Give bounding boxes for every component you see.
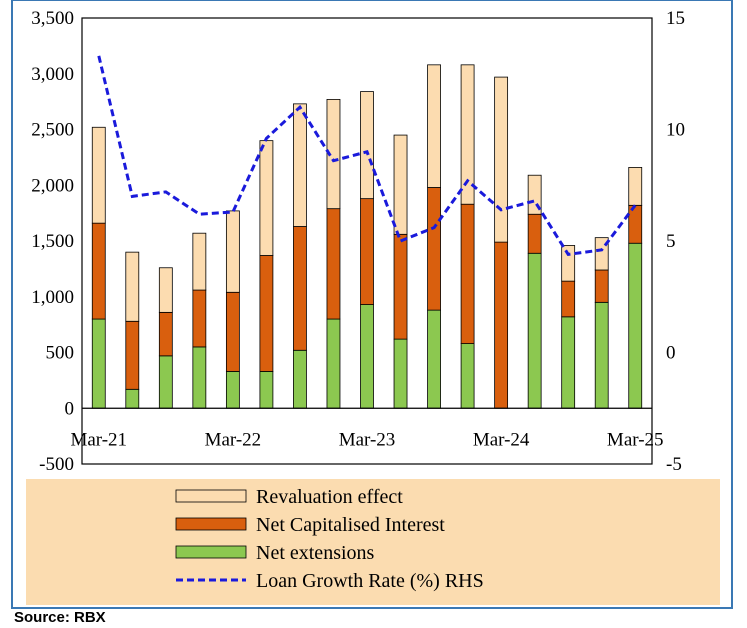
bar-segment	[494, 76, 509, 243]
bar-segment	[628, 204, 643, 244]
bar-segment	[293, 226, 307, 351]
bar-segment	[125, 388, 140, 409]
x-tick-label: Mar-22	[205, 429, 262, 450]
bar-segment	[225, 291, 240, 372]
bar-segment	[326, 208, 341, 320]
bar-segment	[460, 203, 475, 344]
bar-segment	[192, 346, 207, 409]
bar-segment	[360, 198, 374, 305]
y-tick-label: 0	[65, 398, 75, 419]
plot-border	[81, 17, 653, 465]
bar-segment	[527, 252, 542, 409]
bar-segment	[192, 232, 207, 291]
axes: -500 0 500 1,000 1,500 2,000 2,500 3,000 3,500 -5…	[31, 8, 685, 475]
bar-segment	[91, 222, 106, 320]
bar-segment	[561, 245, 576, 282]
bar-segment	[393, 338, 408, 409]
y-tick-label: -500	[39, 454, 74, 475]
bar-segment	[360, 91, 374, 200]
bar-segment	[293, 103, 307, 227]
bar-segment	[259, 371, 274, 409]
bar-segment	[158, 267, 173, 313]
line-series	[97, 55, 637, 257]
bar-segment	[91, 318, 106, 409]
y2-tick-label: 10	[666, 120, 685, 141]
legend-swatch	[175, 517, 247, 531]
legend-label: Net Capitalised Interest	[256, 514, 445, 536]
bar-segment	[326, 98, 341, 210]
legend-swatch	[175, 489, 247, 503]
bar-segment	[326, 318, 341, 409]
y2-tick-label: -5	[666, 454, 682, 475]
bar-segment	[460, 343, 475, 409]
bar-segment	[259, 140, 274, 256]
bar-segment	[125, 320, 140, 390]
bar-segment	[594, 301, 609, 409]
x-tick-label: Mar-25	[607, 429, 664, 450]
bar-segment	[561, 280, 576, 318]
bars	[91, 64, 643, 409]
source-note: Source: RBX	[14, 609, 106, 626]
bar-segment	[225, 210, 240, 293]
bar-segment	[259, 255, 274, 372]
bar-segment	[594, 237, 609, 271]
y-tick-label: 3,500	[31, 8, 74, 29]
bar-segment	[158, 311, 173, 357]
bar-segment	[125, 251, 140, 322]
chart-frame	[11, 0, 733, 609]
loan-growth-line	[97, 55, 637, 257]
y-tick-label: 3,000	[31, 64, 74, 85]
bar-segment	[460, 64, 475, 205]
plot-area	[81, 17, 653, 465]
bar-segment	[628, 242, 643, 409]
y-tick-label: 500	[46, 343, 75, 364]
bar-segment	[91, 126, 106, 224]
bar-segment	[594, 269, 609, 303]
bar-segment	[158, 355, 173, 409]
bar-segment	[427, 187, 441, 311]
bar-segment	[393, 233, 408, 340]
bar-segment	[427, 309, 441, 409]
bar-segment	[628, 167, 643, 206]
legend-label: Net extensions	[256, 542, 375, 564]
y-tick-label: 1,500	[31, 231, 74, 252]
bar-segment	[192, 289, 207, 348]
legend-label: Revaluation effect	[256, 486, 403, 508]
legend-label: Loan Growth Rate (%) RHS	[256, 570, 484, 592]
bar-segment	[527, 213, 542, 254]
legend: Revaluation effect Net Capitalised Intere…	[175, 486, 484, 592]
bar-segment	[225, 371, 240, 409]
bar-segment	[393, 134, 408, 235]
x-tick-label: Mar-24	[473, 429, 530, 450]
legend-swatch	[175, 545, 247, 559]
y2-tick-label: 15	[666, 8, 685, 29]
bar-segment	[427, 64, 441, 188]
y-tick-label: 2,000	[31, 175, 74, 196]
bar-segment	[561, 316, 576, 409]
x-tick-label: Mar-23	[339, 429, 396, 450]
bar-segment	[293, 349, 307, 409]
bar-segment	[360, 304, 374, 409]
y-tick-label: 1,000	[31, 287, 74, 308]
y2-tick-label: 5	[666, 231, 676, 252]
y-tick-label: 2,500	[31, 120, 74, 141]
bar-segment	[494, 241, 509, 409]
x-tick-label: Mar-21	[70, 429, 127, 450]
y2-tick-label: 0	[666, 343, 676, 364]
legend-background	[26, 479, 720, 605]
